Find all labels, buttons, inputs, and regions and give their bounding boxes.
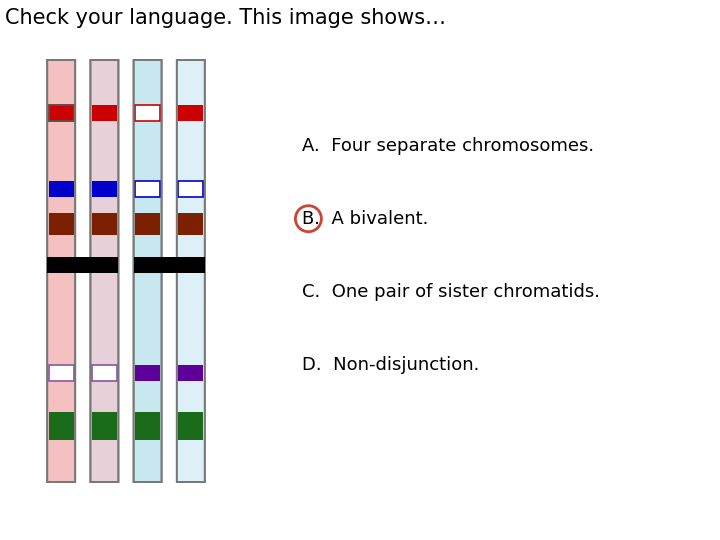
Bar (179, 181, 203, 197)
Text: D.  Non-disjunction.: D. Non-disjunction. (302, 355, 480, 374)
Bar (48, 257, 118, 273)
Text: A.  Four separate chromosomes.: A. Four separate chromosomes. (302, 137, 595, 155)
Bar (49, 257, 73, 273)
Bar (92, 257, 117, 273)
Bar (49, 364, 73, 381)
Bar (134, 257, 204, 273)
FancyBboxPatch shape (48, 60, 75, 482)
Bar (49, 105, 73, 121)
Bar (92, 213, 117, 235)
Bar (135, 213, 160, 235)
Bar (49, 181, 73, 197)
Bar (92, 364, 117, 381)
Bar (92, 181, 117, 197)
Bar (49, 413, 73, 440)
Bar (179, 213, 203, 235)
FancyBboxPatch shape (134, 60, 161, 482)
Bar (135, 257, 160, 273)
Bar (135, 181, 160, 197)
Bar (135, 105, 160, 121)
Bar (135, 364, 160, 381)
FancyBboxPatch shape (91, 60, 118, 482)
Bar (179, 257, 203, 273)
Bar (179, 105, 203, 121)
Bar (179, 364, 203, 381)
Bar (49, 105, 73, 121)
Bar (179, 413, 203, 440)
Text: B.  A bivalent.: B. A bivalent. (302, 210, 429, 228)
Bar (92, 413, 117, 440)
Bar (135, 413, 160, 440)
FancyBboxPatch shape (177, 60, 204, 482)
Bar (49, 213, 73, 235)
Text: Check your language. This image shows…: Check your language. This image shows… (5, 8, 446, 28)
Text: C.  One pair of sister chromatids.: C. One pair of sister chromatids. (302, 282, 600, 301)
Bar (92, 105, 117, 121)
